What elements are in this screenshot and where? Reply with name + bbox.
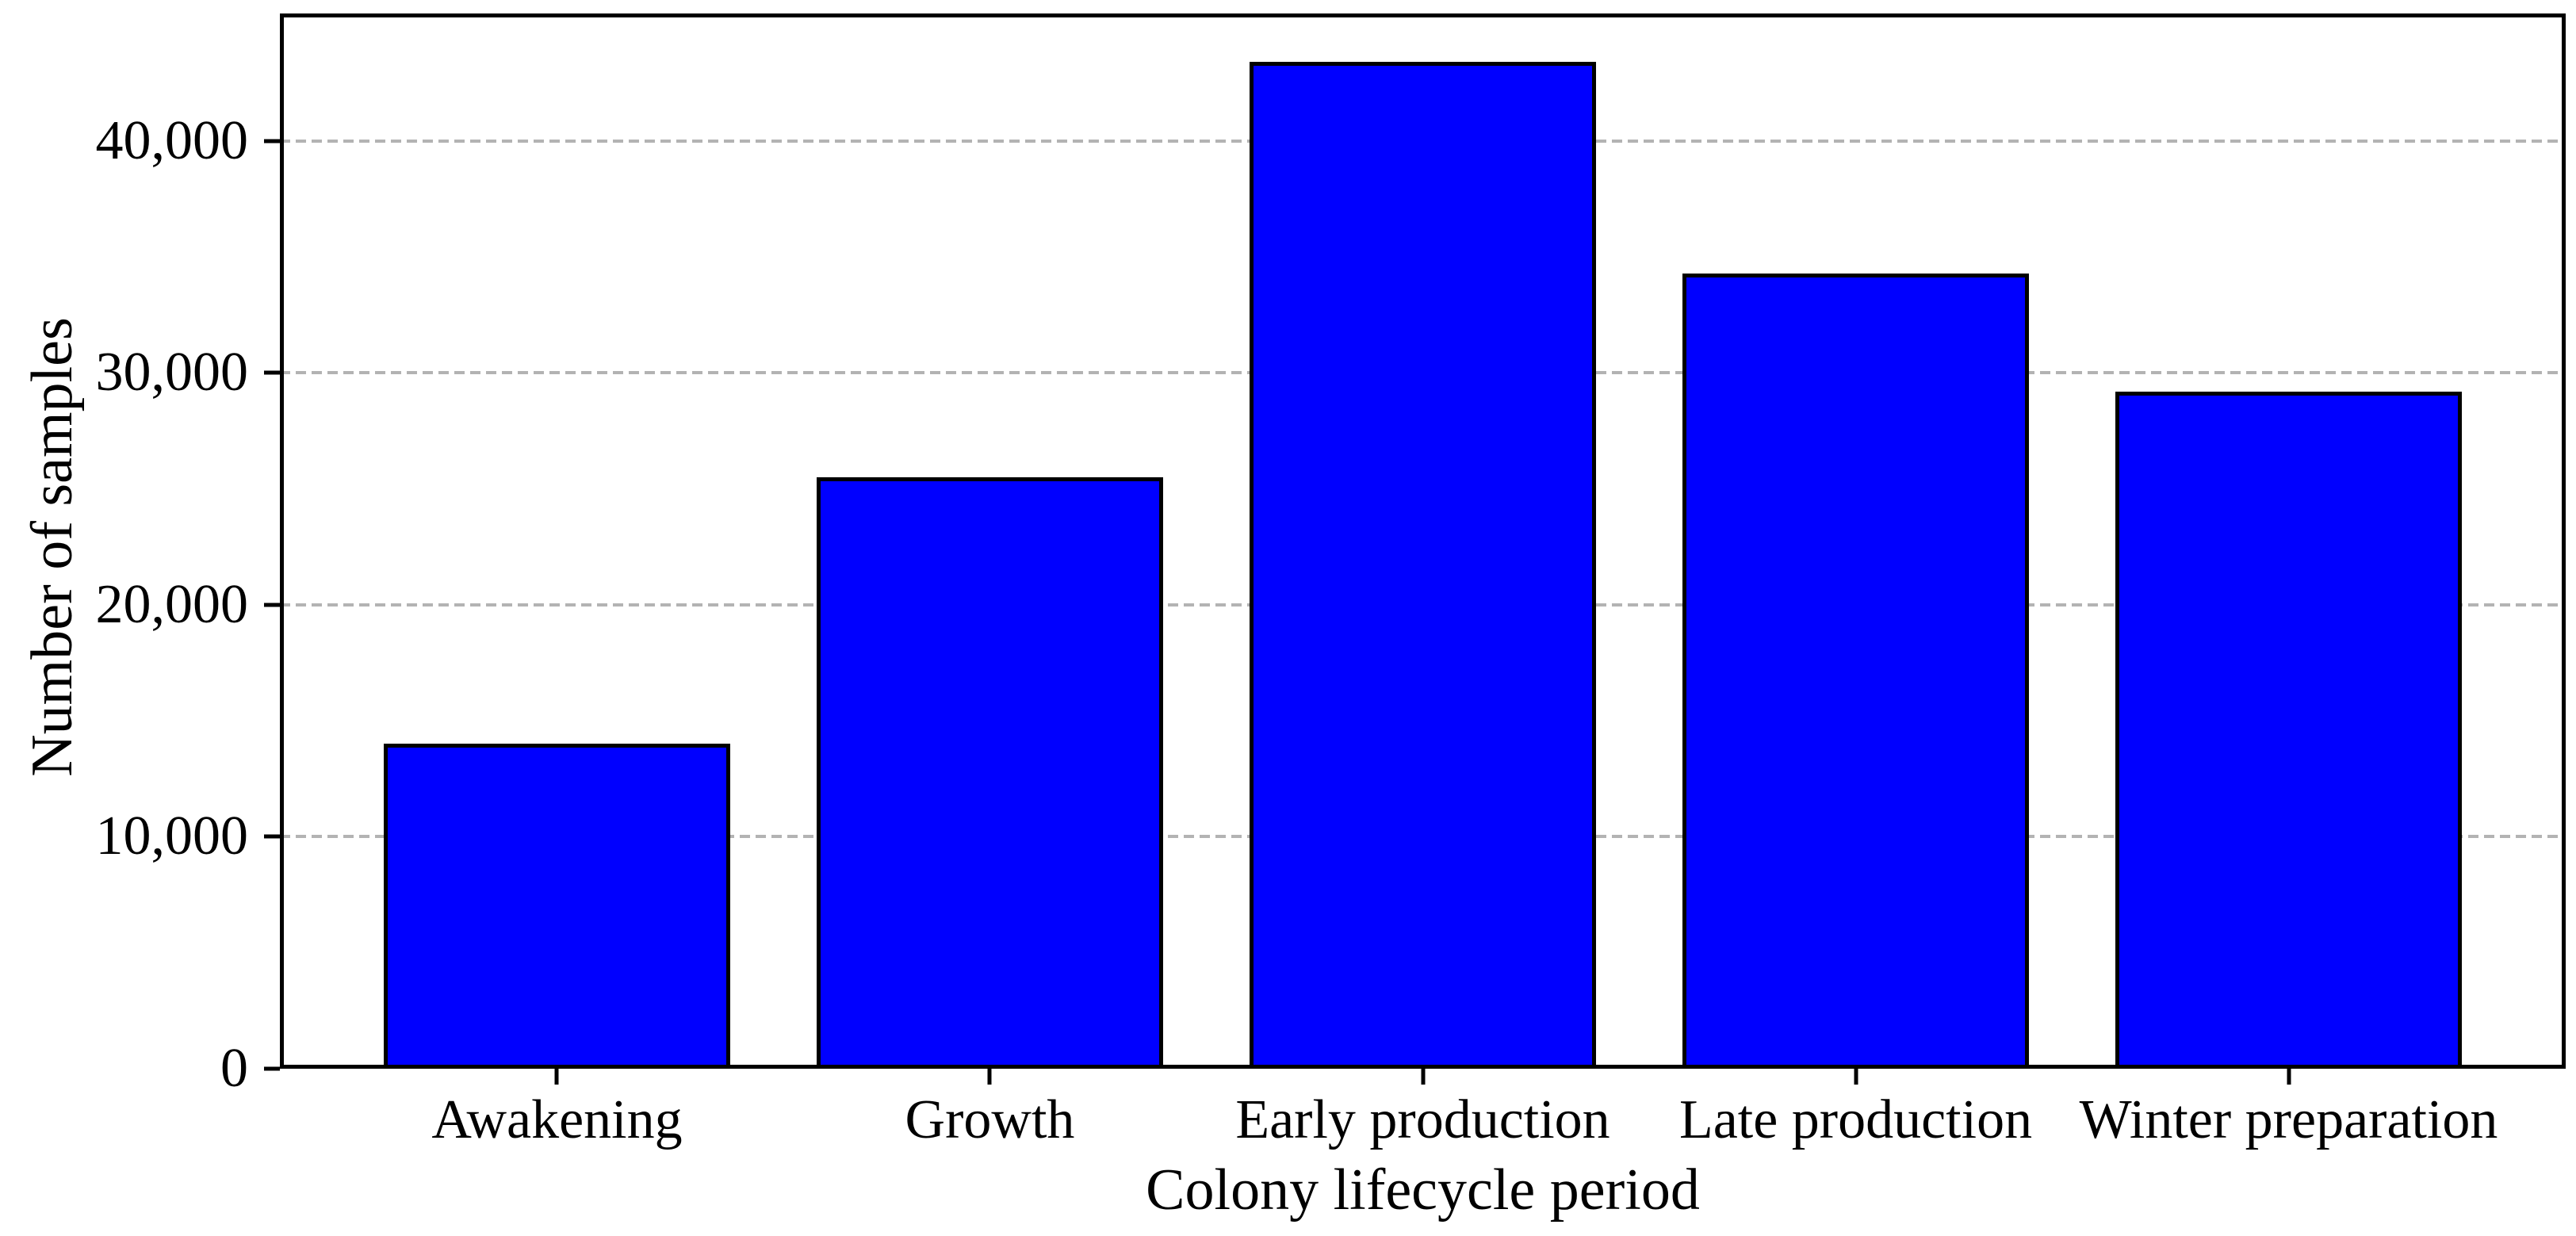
x-tick-mark-late-production: [1854, 1069, 1858, 1085]
bar-awakening: [384, 744, 730, 1069]
y-tick-label-10000: 10,000: [95, 806, 249, 867]
x-axis-title: Colony lifecycle period: [1146, 1158, 1700, 1223]
y-tick-mark-20000: [264, 603, 280, 607]
plot-area: [280, 13, 2566, 1069]
y-tick-label-0: 0: [220, 1038, 248, 1099]
bar-late-production: [1682, 273, 2029, 1069]
x-tick-mark-growth: [987, 1069, 992, 1085]
bar-winter-preparation: [2115, 391, 2462, 1069]
y-tick-label-40000: 40,000: [95, 109, 249, 171]
y-tick-mark-10000: [264, 834, 280, 839]
x-tick-label-early-production: Early production: [1235, 1089, 1610, 1150]
x-tick-label-winter-preparation: Winter preparation: [2079, 1089, 2498, 1150]
x-tick-label-awakening: Awakening: [431, 1089, 683, 1150]
y-tick-label-30000: 30,000: [95, 342, 249, 404]
bar-growth: [817, 477, 1163, 1069]
x-tick-mark-early-production: [1421, 1069, 1425, 1085]
x-tick-mark-awakening: [554, 1069, 559, 1085]
x-tick-label-late-production: Late production: [1678, 1089, 2033, 1150]
x-tick-label-growth: Growth: [905, 1089, 1075, 1150]
y-tick-label-20000: 20,000: [95, 573, 249, 635]
y-tick-mark-0: [264, 1066, 280, 1071]
x-tick-mark-winter-preparation: [2287, 1069, 2291, 1085]
bar-early-production: [1250, 62, 1596, 1069]
y-tick-mark-40000: [264, 139, 280, 143]
y-tick-mark-30000: [264, 370, 280, 375]
